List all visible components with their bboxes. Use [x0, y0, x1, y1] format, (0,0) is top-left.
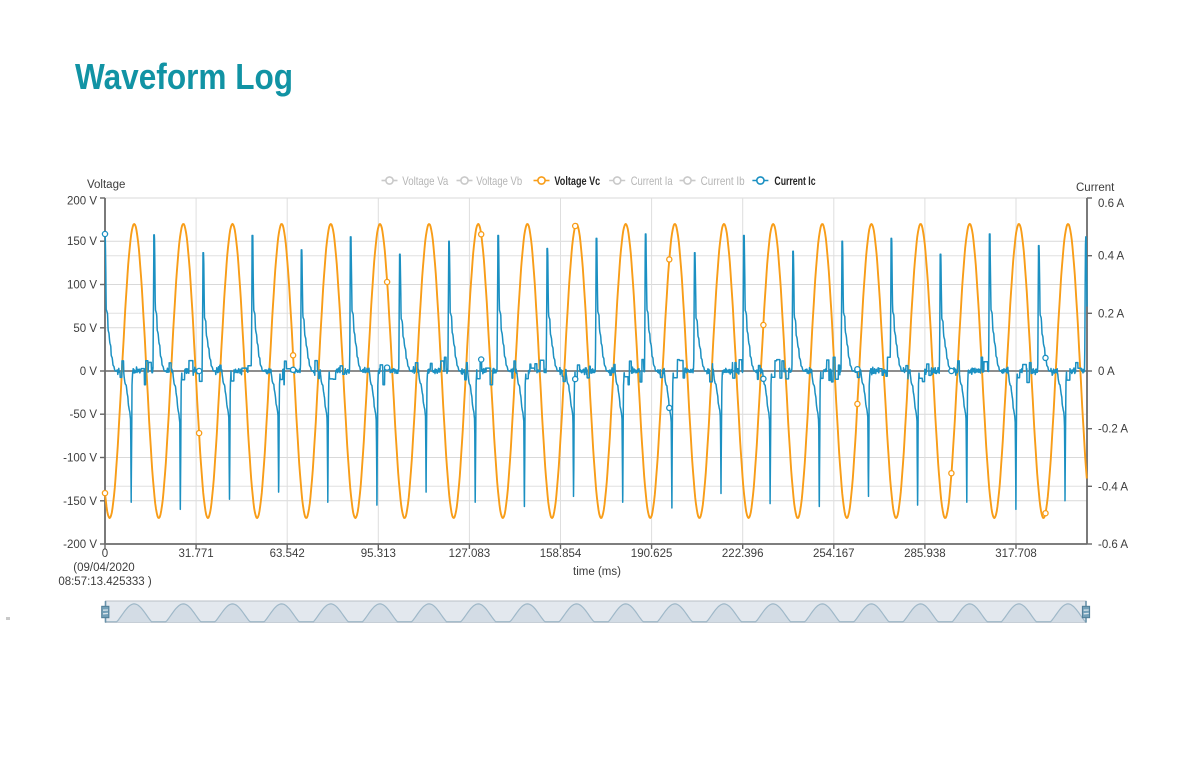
svg-text:0.4 A: 0.4 A [1098, 251, 1125, 263]
svg-text:-0.4 A: -0.4 A [1098, 481, 1128, 493]
svg-text:time (ms): time (ms) [573, 566, 621, 578]
svg-text:Voltage Vc: Voltage Vc [554, 174, 600, 188]
svg-text:(09/04/2020: (09/04/2020 [73, 562, 134, 574]
svg-text:190.625: 190.625 [631, 548, 673, 560]
svg-text:08:57:13.425333 ): 08:57:13.425333 ) [58, 576, 152, 588]
svg-text:Current Ib: Current Ib [701, 174, 745, 188]
svg-text:-150 V: -150 V [63, 496, 97, 508]
svg-text:200 V: 200 V [67, 196, 97, 208]
svg-text:-0.6 A: -0.6 A [1098, 539, 1128, 551]
svg-text:63.542: 63.542 [270, 548, 305, 560]
svg-text:0.2 A: 0.2 A [1098, 308, 1125, 320]
svg-text:Current Ic: Current Ic [774, 174, 815, 188]
svg-text:-200 V: -200 V [63, 539, 97, 551]
svg-text:158.854: 158.854 [540, 548, 582, 560]
svg-text:Current Ia: Current Ia [631, 174, 673, 188]
svg-text:Current: Current [1076, 182, 1115, 194]
svg-text:-100 V: -100 V [63, 453, 97, 465]
svg-text:317.708: 317.708 [995, 548, 1037, 560]
svg-text:254.167: 254.167 [813, 548, 855, 560]
svg-text:50 V: 50 V [73, 323, 97, 335]
svg-text:95.313: 95.313 [361, 548, 396, 560]
svg-text:222.396: 222.396 [722, 548, 764, 560]
svg-text:0 A: 0 A [1098, 366, 1115, 378]
svg-text:-50 V: -50 V [70, 409, 98, 421]
svg-text:Voltage Va: Voltage Va [402, 174, 448, 188]
svg-text:31.771: 31.771 [179, 548, 214, 560]
svg-text:150 V: 150 V [67, 236, 97, 248]
svg-text:100 V: 100 V [67, 280, 97, 292]
svg-text:285.938: 285.938 [904, 548, 946, 560]
svg-text:Voltage Vb: Voltage Vb [476, 174, 522, 188]
svg-text:0.6 A: 0.6 A [1098, 198, 1125, 210]
svg-text:-0.2 A: -0.2 A [1098, 424, 1128, 436]
svg-text:Voltage: Voltage [87, 179, 125, 191]
svg-text:127.083: 127.083 [449, 548, 491, 560]
svg-text:0: 0 [102, 548, 108, 560]
svg-text:0 V: 0 V [80, 366, 98, 378]
